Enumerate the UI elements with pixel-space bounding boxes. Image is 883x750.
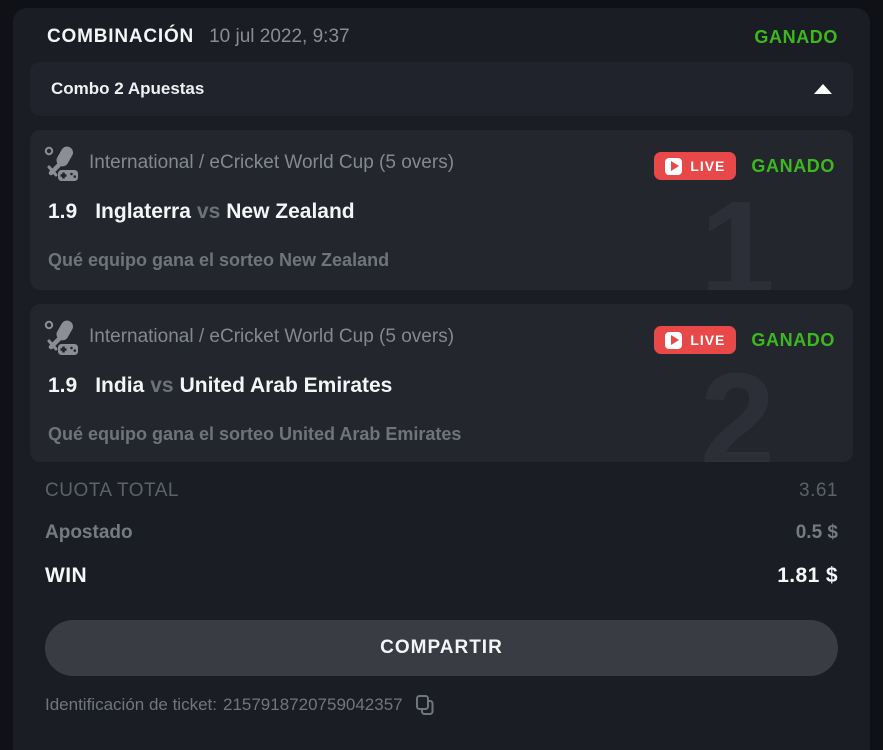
match-row: 1.9 India vs United Arab Emirates	[48, 374, 392, 398]
vs-label: vs	[196, 200, 221, 223]
team-away: New Zealand	[226, 200, 355, 223]
bet-leg-status: GANADO	[751, 329, 835, 350]
total-odds-row: CUOTA TOTAL 3.61	[45, 480, 838, 502]
live-badge: LIVE	[654, 326, 737, 354]
win-row: WIN 1.81 $	[45, 564, 838, 588]
copy-icon[interactable]	[415, 694, 435, 716]
bet-index-watermark: 1	[699, 173, 775, 290]
league-row: International / eCricket World Cup (5 ov…	[42, 144, 454, 182]
chevron-up-icon[interactable]	[814, 84, 832, 94]
ticket-id-value: 2157918720759042357	[222, 695, 403, 714]
live-status-row: LIVE GANADO	[654, 326, 835, 354]
total-odds-value: 3.61	[799, 480, 838, 501]
match-row: 1.9 Inglaterra vs New Zealand	[48, 200, 355, 224]
ticket-id-row: Identificación de ticket: 21579187207590…	[45, 694, 435, 716]
share-button[interactable]: COMPARTIR	[45, 620, 838, 676]
odds-value: 1.9	[48, 200, 78, 223]
stake-label: Apostado	[45, 522, 133, 543]
live-play-icon	[665, 331, 683, 349]
stake-row: Apostado 0.5 $	[45, 522, 838, 544]
odds-value: 1.9	[48, 374, 78, 397]
live-badge: LIVE	[654, 152, 737, 180]
market-selection: Qué equipo gana el sorteo New Zealand	[48, 250, 390, 270]
header: COMBINACIÓN 10 jul 2022, 9:37 GANADO	[47, 8, 838, 66]
league-name: International / eCricket World Cup (5 ov…	[89, 326, 455, 347]
vs-label: vs	[150, 374, 174, 397]
team-home: Inglaterra	[95, 200, 191, 223]
bet-card-1: 1 International / eCricket World Cup (5 …	[30, 130, 853, 290]
league-row: International / eCricket World Cup (5 ov…	[42, 318, 454, 356]
combo-collapse-row[interactable]: Combo 2 Apuestas	[30, 62, 853, 116]
live-label: LIVE	[690, 158, 726, 174]
bet-index-watermark: 2	[699, 345, 775, 462]
league-name: International / eCricket World Cup (5 ov…	[89, 152, 455, 173]
bet-leg-status: GANADO	[751, 155, 835, 176]
total-odds-label: CUOTA TOTAL	[45, 480, 179, 501]
bet-date: 10 jul 2022, 9:37	[209, 26, 350, 47]
team-home: India	[95, 374, 145, 397]
combo-label: Combo 2 Apuestas	[51, 79, 205, 98]
bet-card-2: 2 International / eCricket World Cup (5 …	[30, 304, 853, 462]
win-label: WIN	[45, 564, 88, 587]
bet-status-badge: GANADO	[754, 26, 838, 47]
stake-value: 0.5 $	[795, 522, 838, 543]
bet-slip-panel: COMBINACIÓN 10 jul 2022, 9:37 GANADO Com…	[13, 8, 870, 750]
team-away: United Arab Emirates	[179, 374, 393, 397]
win-value: 1.81 $	[777, 564, 838, 587]
live-play-icon	[665, 157, 683, 175]
market-selection: Qué equipo gana el sorteo United Arab Em…	[48, 424, 462, 444]
live-status-row: LIVE GANADO	[654, 152, 835, 180]
live-label: LIVE	[690, 332, 726, 348]
ticket-id-label: Identificación de ticket:	[45, 695, 217, 714]
bet-type-title: COMBINACIÓN	[47, 26, 195, 47]
ecricket-icon	[44, 320, 78, 355]
ecricket-icon	[44, 146, 78, 181]
